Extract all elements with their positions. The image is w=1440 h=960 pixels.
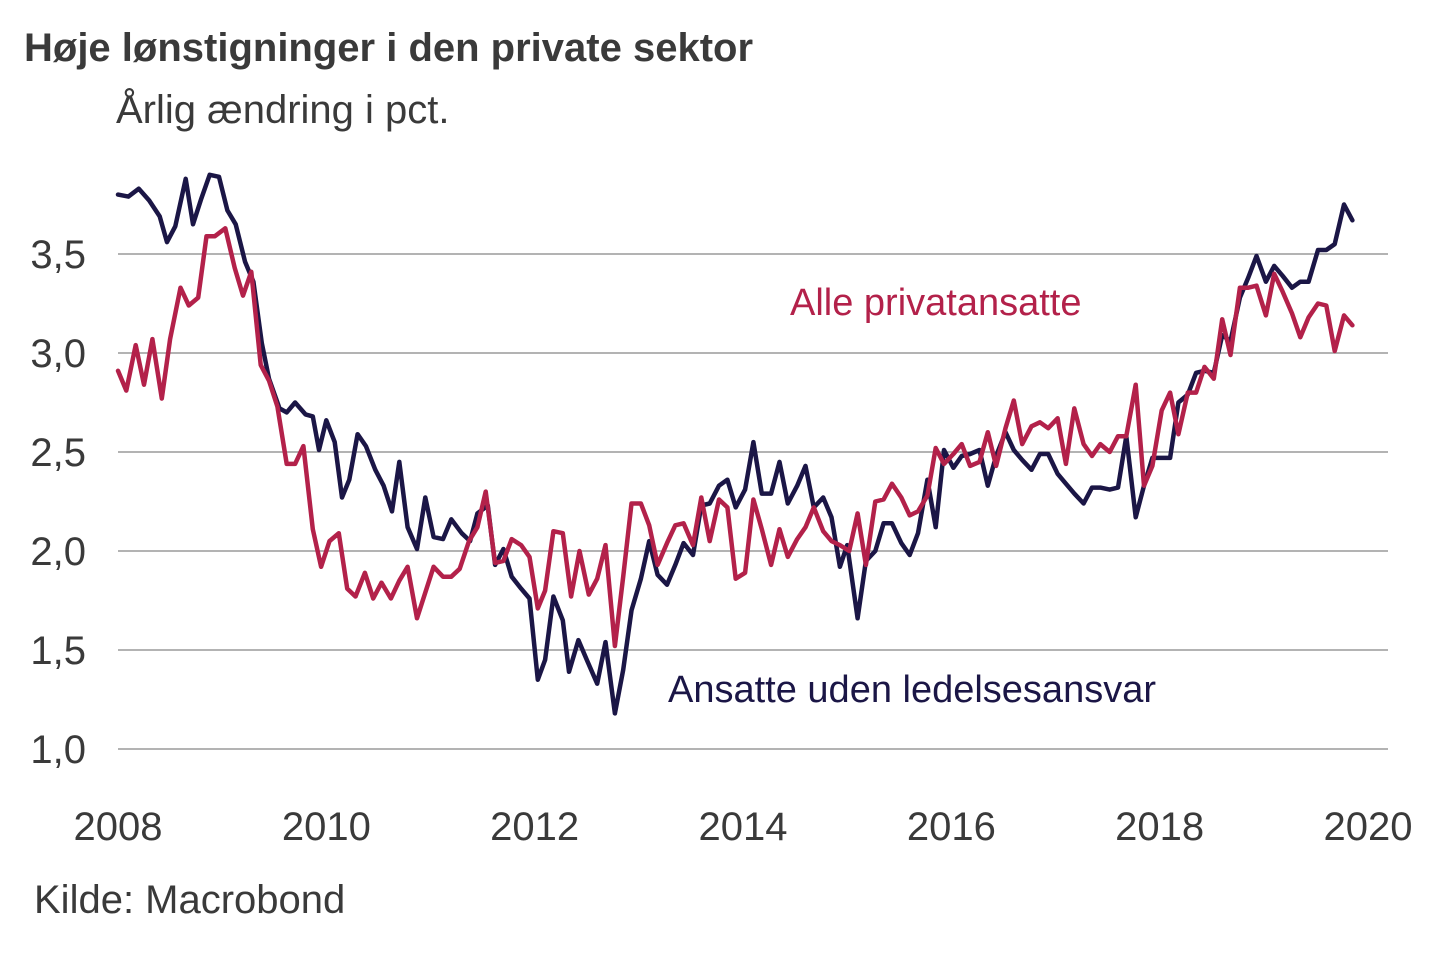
x-tick-label: 2008 <box>74 805 163 849</box>
x-tick-label: 2010 <box>282 805 371 849</box>
x-tick-label: 2020 <box>1324 805 1413 849</box>
x-tick-label: 2016 <box>907 805 996 849</box>
y-tick-label: 3,5 <box>30 233 86 277</box>
chart-title: Høje lønstigninger i den private sektor <box>24 26 754 70</box>
label-alle-privatansatte: Alle privatansatte <box>790 282 1082 324</box>
source-note: Kilde: Macrobond <box>34 878 346 922</box>
y-tick-label: 2,5 <box>30 431 86 475</box>
label-ansatte-uden-ledelsesansvar: Ansatte uden ledelsesansvar <box>668 669 1156 711</box>
y-tick-label: 2,0 <box>30 530 86 574</box>
y-tick-label: 1,5 <box>30 629 86 673</box>
chart-subtitle: Årlig ændring i pct. <box>116 88 450 132</box>
series-line-alle-privatansatte <box>115 226 1355 649</box>
grid-lines <box>118 253 1388 750</box>
x-tick-label: 2014 <box>699 805 788 849</box>
y-tick-label: 3,0 <box>30 332 86 376</box>
series-lines <box>115 172 1355 716</box>
y-axis-ticks: 1,0 1,5 2,0 2,5 3,0 3,5 <box>30 233 86 772</box>
x-tick-label: 2012 <box>490 805 579 849</box>
x-axis-ticks: 2008 2010 2012 2014 2016 2018 2020 <box>74 805 1413 849</box>
x-tick-label: 2018 <box>1115 805 1204 849</box>
y-tick-label: 1,0 <box>30 728 86 772</box>
